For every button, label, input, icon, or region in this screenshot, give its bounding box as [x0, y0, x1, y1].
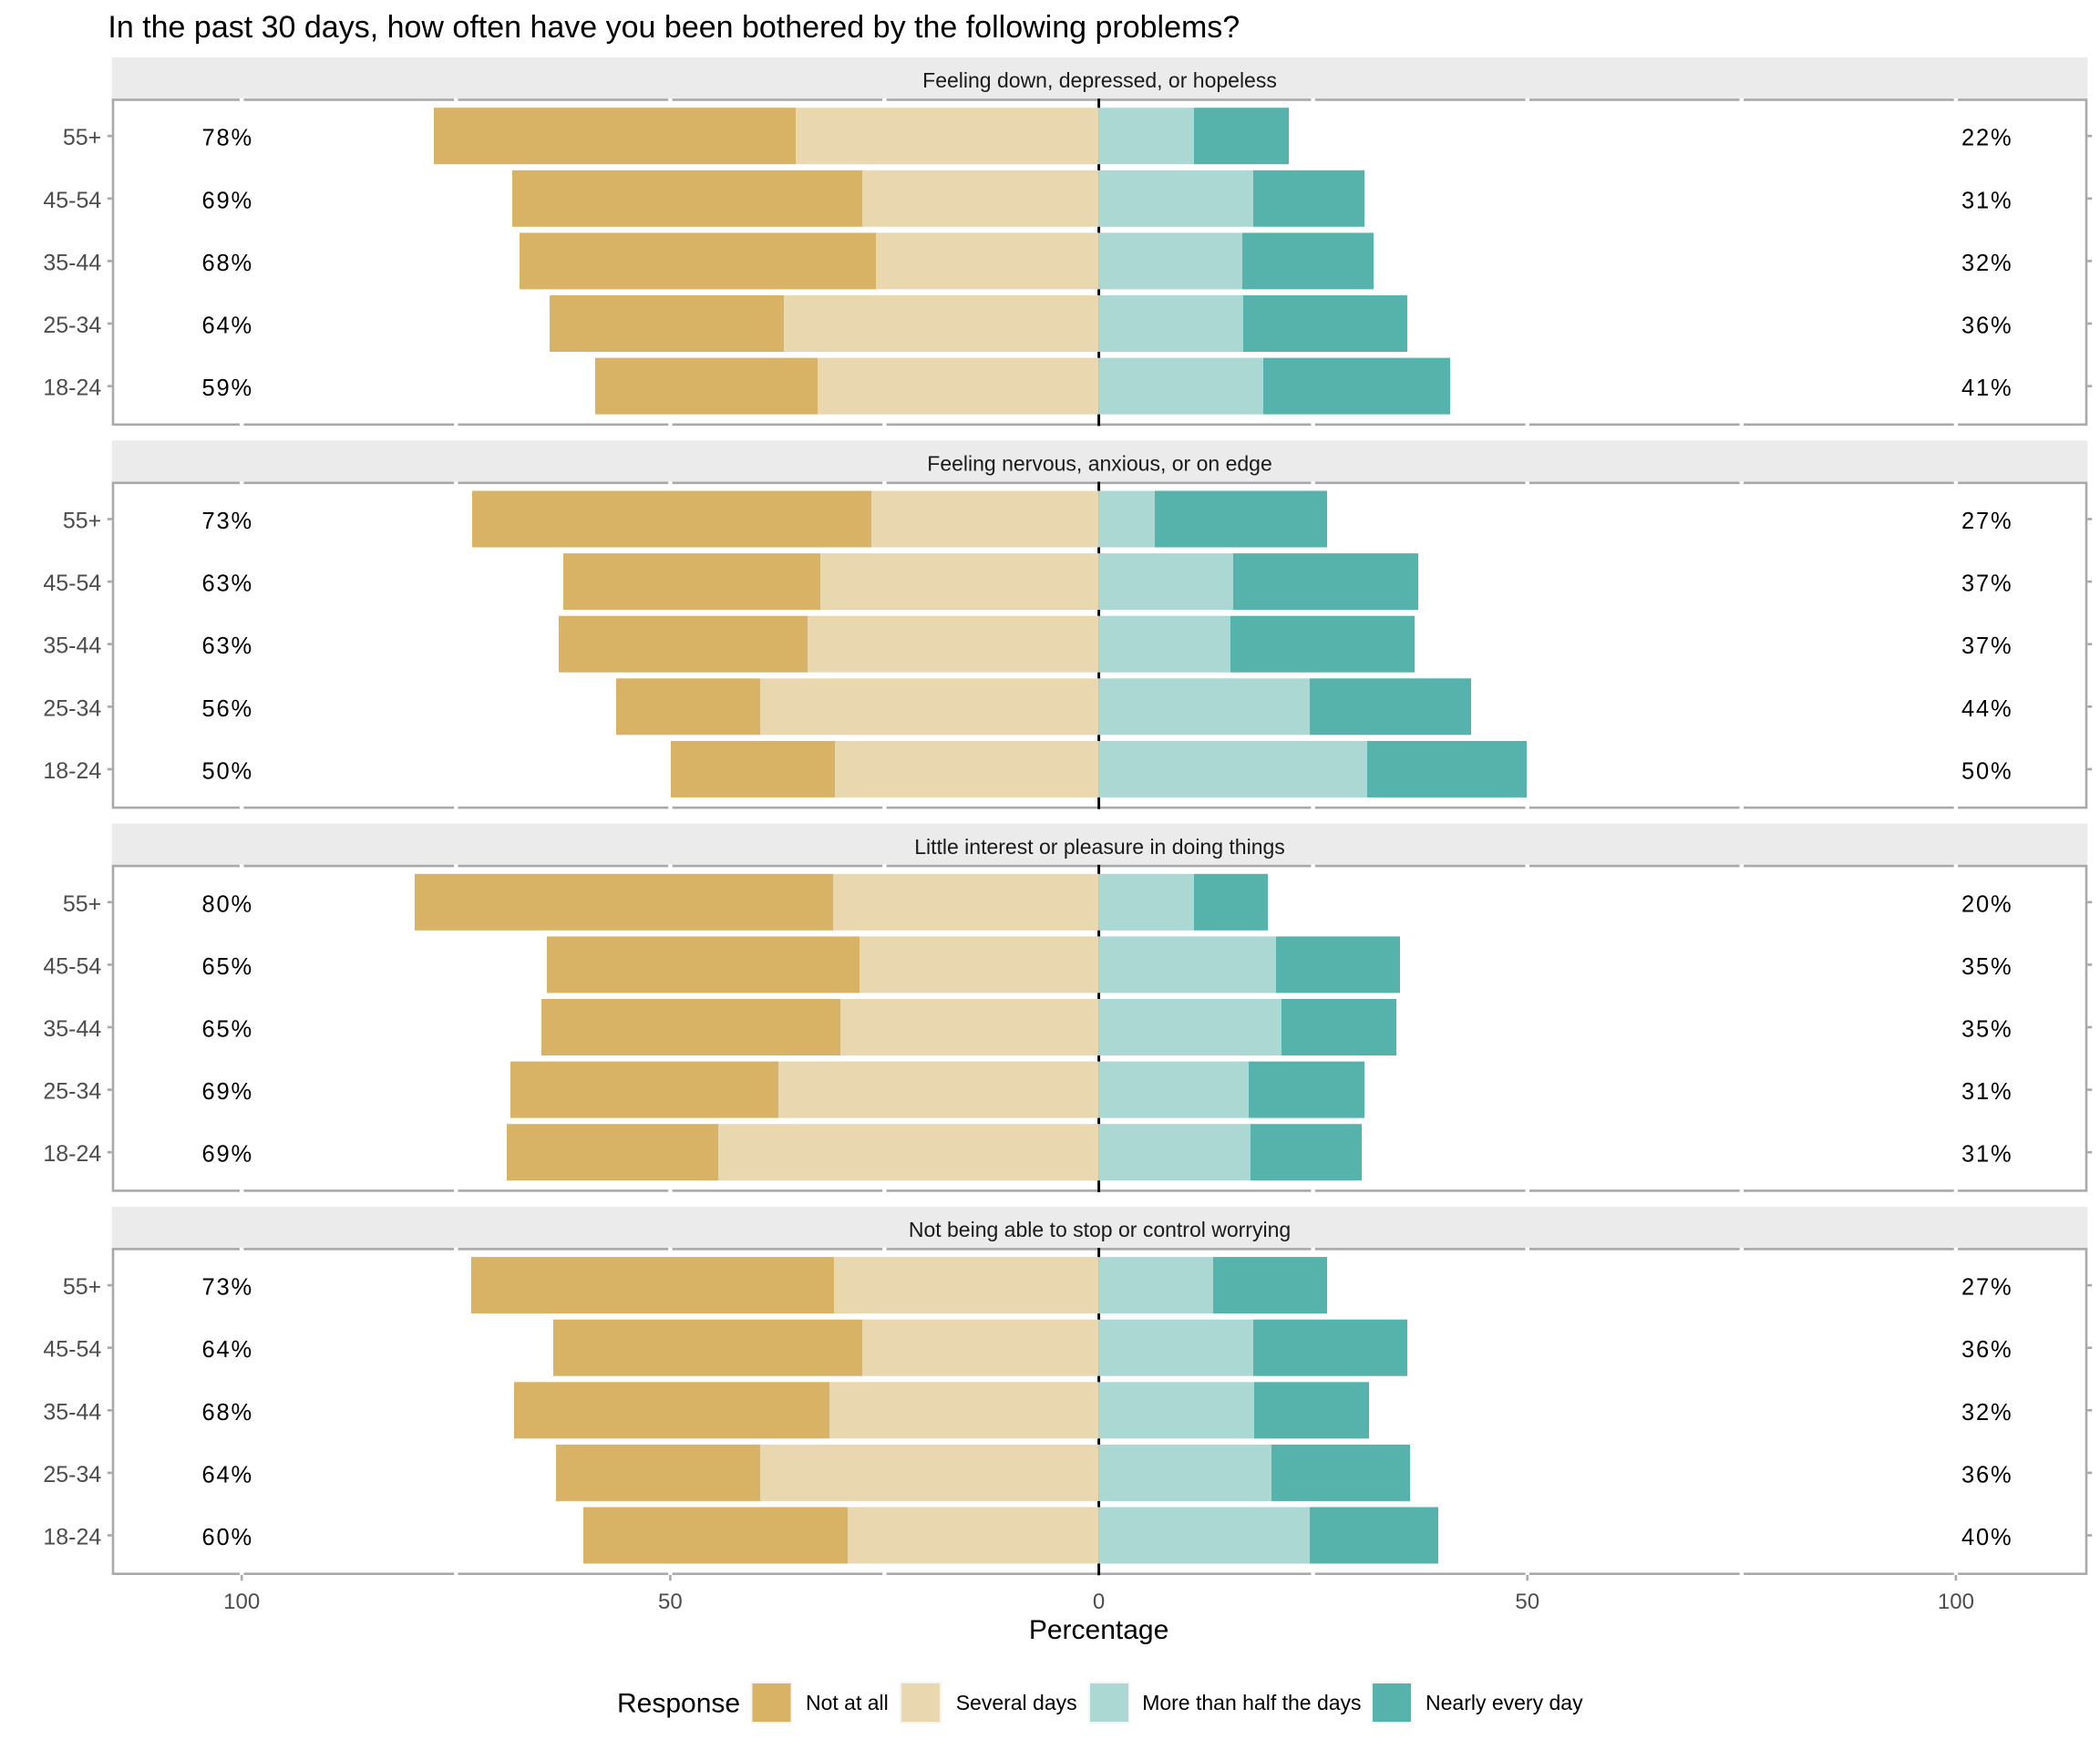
svg-text:36%: 36%	[1961, 314, 2012, 339]
svg-text:37%: 37%	[1961, 571, 2012, 597]
svg-text:In the past 30 days, how often: In the past 30 days, how often have you …	[108, 10, 1240, 45]
svg-text:18-24: 18-24	[43, 376, 101, 401]
svg-text:31%: 31%	[1961, 188, 2012, 213]
svg-text:35-44: 35-44	[43, 250, 101, 275]
svg-text:65%: 65%	[202, 954, 253, 980]
svg-text:55+: 55+	[63, 125, 101, 150]
svg-text:69%: 69%	[202, 188, 253, 213]
svg-text:73%: 73%	[202, 509, 253, 534]
svg-text:27%: 27%	[1961, 1275, 2012, 1301]
svg-text:27%: 27%	[1961, 509, 2012, 534]
svg-text:59%: 59%	[202, 376, 253, 401]
svg-text:Several days: Several days	[956, 1691, 1077, 1714]
svg-text:18-24: 18-24	[43, 1525, 101, 1550]
svg-text:0: 0	[1093, 1590, 1105, 1614]
svg-text:100: 100	[1938, 1590, 1974, 1614]
svg-text:Not at all: Not at all	[806, 1691, 889, 1714]
svg-text:32%: 32%	[1961, 251, 2012, 276]
svg-text:25-34: 25-34	[43, 1079, 101, 1105]
svg-text:Feeling down, depressed, or ho: Feeling down, depressed, or hopeless	[922, 68, 1277, 92]
svg-text:Feeling nervous, anxious, or o: Feeling nervous, anxious, or on edge	[927, 452, 1271, 476]
svg-text:More than half the days: More than half the days	[1142, 1691, 1361, 1714]
svg-text:44%: 44%	[1961, 696, 2012, 722]
svg-text:18-24: 18-24	[43, 758, 101, 784]
svg-text:55+: 55+	[63, 891, 101, 917]
svg-text:45-54: 45-54	[43, 571, 101, 596]
svg-text:50%: 50%	[202, 758, 253, 784]
svg-text:35-44: 35-44	[43, 1399, 101, 1425]
svg-text:Nearly every day: Nearly every day	[1426, 1691, 1583, 1714]
svg-text:Percentage: Percentage	[1029, 1615, 1168, 1645]
svg-text:63%: 63%	[202, 571, 253, 597]
svg-text:78%: 78%	[202, 126, 253, 151]
svg-text:50%: 50%	[1961, 758, 2012, 784]
svg-text:68%: 68%	[202, 251, 253, 276]
svg-text:68%: 68%	[202, 1400, 253, 1426]
svg-text:25-34: 25-34	[43, 1462, 101, 1488]
svg-text:20%: 20%	[1961, 891, 2012, 917]
svg-text:35%: 35%	[1961, 954, 2012, 980]
svg-text:45-54: 45-54	[43, 188, 101, 213]
svg-text:64%: 64%	[202, 1337, 253, 1363]
svg-text:63%: 63%	[202, 633, 253, 659]
svg-text:Little interest or pleasure in: Little interest or pleasure in doing thi…	[914, 835, 1285, 859]
svg-text:40%: 40%	[1961, 1525, 2012, 1550]
svg-text:100: 100	[223, 1590, 260, 1614]
svg-text:55+: 55+	[63, 1274, 101, 1300]
svg-text:22%: 22%	[1961, 126, 2012, 151]
svg-text:64%: 64%	[202, 314, 253, 339]
svg-text:36%: 36%	[1961, 1337, 2012, 1363]
svg-text:25-34: 25-34	[43, 313, 101, 338]
svg-text:69%: 69%	[202, 1079, 253, 1105]
svg-text:65%: 65%	[202, 1017, 253, 1043]
svg-text:35-44: 35-44	[43, 1016, 101, 1042]
svg-text:45-54: 45-54	[43, 1337, 101, 1363]
svg-text:31%: 31%	[1961, 1079, 2012, 1105]
svg-text:50: 50	[658, 1590, 683, 1614]
svg-text:56%: 56%	[202, 696, 253, 722]
svg-text:37%: 37%	[1961, 633, 2012, 659]
svg-text:35%: 35%	[1961, 1017, 2012, 1043]
svg-text:80%: 80%	[202, 891, 253, 917]
svg-text:50: 50	[1515, 1590, 1539, 1614]
svg-text:64%: 64%	[202, 1462, 253, 1488]
svg-text:36%: 36%	[1961, 1462, 2012, 1488]
svg-text:45-54: 45-54	[43, 953, 101, 979]
svg-text:31%: 31%	[1961, 1142, 2012, 1168]
svg-text:Response: Response	[617, 1689, 740, 1719]
svg-text:32%: 32%	[1961, 1400, 2012, 1426]
svg-text:35-44: 35-44	[43, 633, 101, 659]
svg-text:69%: 69%	[202, 1142, 253, 1168]
svg-text:55+: 55+	[63, 509, 101, 534]
svg-text:Not being able to stop or cont: Not being able to stop or control worryi…	[909, 1218, 1291, 1241]
svg-text:18-24: 18-24	[43, 1141, 101, 1167]
svg-text:73%: 73%	[202, 1275, 253, 1301]
svg-text:60%: 60%	[202, 1525, 253, 1550]
svg-text:25-34: 25-34	[43, 695, 101, 721]
svg-text:41%: 41%	[1961, 376, 2012, 401]
